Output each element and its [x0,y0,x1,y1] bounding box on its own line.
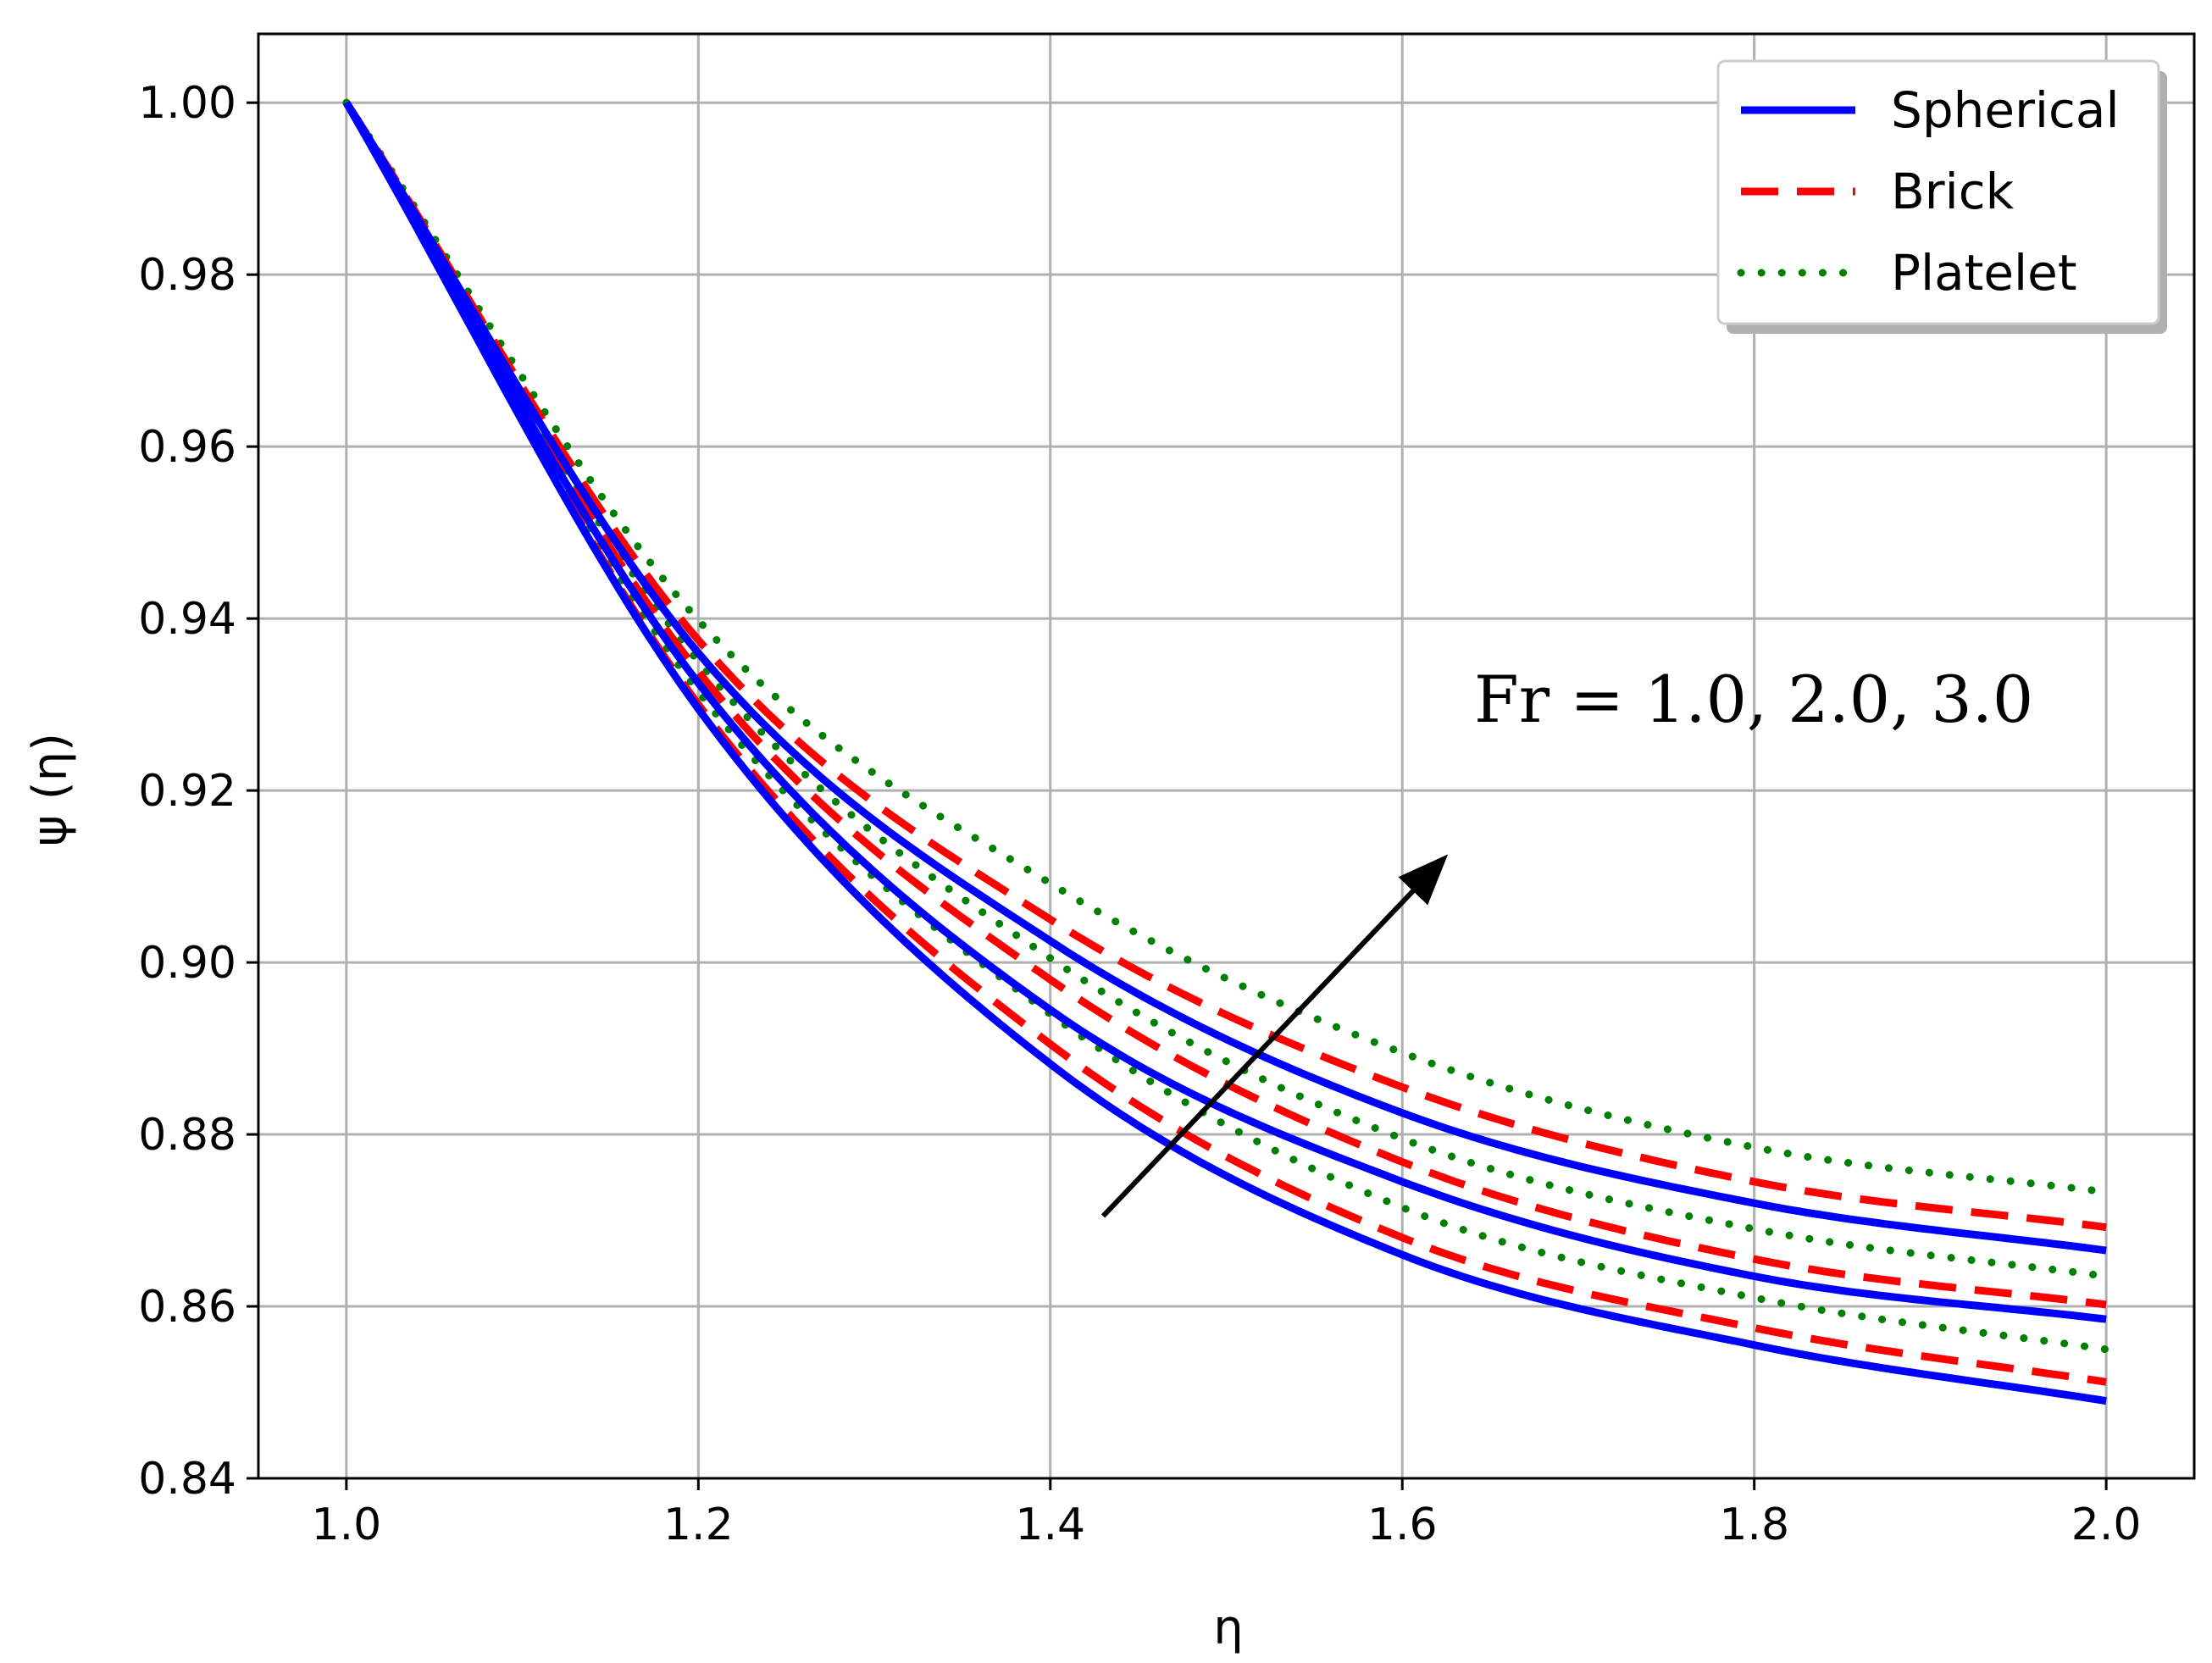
x-axis-label: η [1213,1600,1244,1655]
legend-label-platelet: Platelet [1891,244,2077,302]
y-axis-label: ψ (η) [23,733,78,846]
y-tick-label: 0.84 [138,1454,236,1505]
series-line-spherical-3 [343,100,2107,1255]
fr-increase-arrow [1100,854,1449,1218]
series-line-platelet-3 [342,98,2110,1196]
x-tick-label: 1.2 [663,1499,734,1550]
plot-frame [257,32,2196,1480]
legend-box [1716,59,2160,325]
annotation-layer: Fr = 1.0, 2.0, 3.0 [1100,662,2033,1218]
legend-label-brick: Brick [1891,163,2015,220]
series-line-spherical-2 [343,100,2107,1323]
series-line-platelet-2 [342,98,2110,1280]
grid [258,34,2194,1480]
y-tick-label: 1.00 [138,78,236,129]
y-tick-label: 0.90 [138,938,236,989]
x-tick-label: 1.4 [1015,1499,1085,1550]
y-tick-label: 0.86 [138,1282,236,1333]
x-tick-label: 1.6 [1367,1499,1438,1550]
legend-label-spherical: Spherical [1891,81,2120,139]
legend: Spherical Brick Platelet [1716,59,2167,334]
y-tick-label: 0.92 [138,766,236,817]
series-line-spherical-1 [342,100,2107,1405]
y-tick-label: 0.98 [138,250,236,301]
x-tick-label: 1.8 [1719,1499,1789,1550]
x-tick-label: 1.0 [312,1499,382,1550]
series-lines [342,98,2110,1405]
x-tick-label: 2.0 [2071,1499,2142,1550]
y-tick-label: 0.94 [138,594,236,645]
y-tick-label: 0.88 [138,1110,236,1161]
axis-ticks: 1.0 1.2 1.4 1.6 1.8 2.0 0.84 0.86 0.88 0.90 0.92 0.… [138,78,2141,1550]
series-line-brick-3 [343,100,2107,1232]
y-tick-label: 0.96 [138,422,236,473]
fr-annotation: Fr = 1.0, 2.0, 3.0 [1474,662,2033,737]
